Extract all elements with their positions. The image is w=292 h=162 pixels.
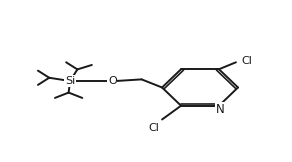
Text: Si: Si — [65, 76, 75, 86]
Text: Cl: Cl — [242, 56, 253, 66]
Text: N: N — [216, 103, 225, 116]
Text: Cl: Cl — [149, 123, 160, 133]
Text: O: O — [108, 76, 117, 86]
